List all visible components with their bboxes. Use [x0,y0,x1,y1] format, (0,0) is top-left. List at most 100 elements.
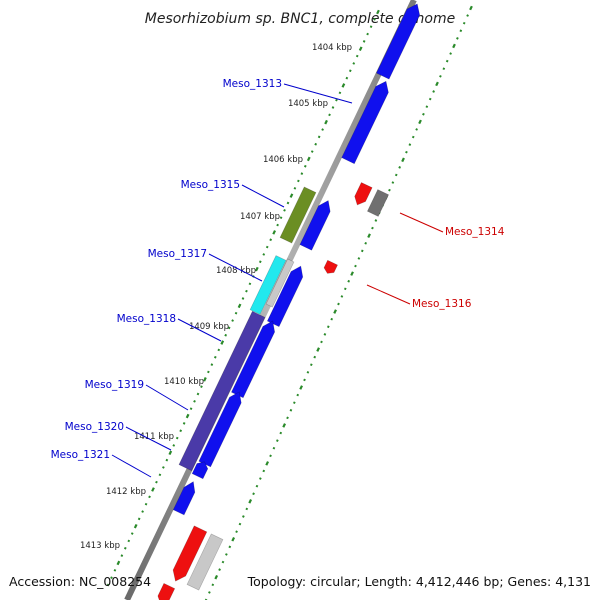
left-rail-tick [158,473,162,477]
left-rail-tick [123,546,127,550]
left-rail-tick [297,179,300,183]
right-rail-tick [259,477,262,480]
left-rail-tick [355,54,359,58]
left-rail-tick [172,444,176,447]
right-rail-tick [231,537,236,542]
gene-reverse-bottom [172,525,208,582]
right-rail-tick [388,188,391,192]
right-rail-tick [245,507,249,511]
right-rail-tick [289,408,293,412]
left-rail-tick [321,128,324,131]
kbp-label: 1404 kbp [312,43,352,53]
left-rail-tick [144,502,148,506]
left-rail-tick [165,458,169,462]
right-rail-tick [391,181,395,184]
right-rail-tick [456,37,459,40]
gene-labels: Meso_1313 Meso_1315 Meso_1317 Meso_1318 Meso… [51,78,505,478]
right-rail-tick [415,128,418,131]
left-rail-tick [141,510,144,513]
gene-label: Meso_1317 [148,248,207,260]
gene-label: Meso_1313 [223,78,282,90]
kbp-label: 1411 kbp [134,432,174,442]
gene-block-grey-bottom [186,533,224,591]
right-rail-tick [218,568,221,571]
right-rail-tick [350,271,354,276]
gene-label-leader [125,426,172,451]
gene-block-grey [265,258,295,308]
left-rail-tick [203,377,207,382]
left-rail-tick [362,40,366,43]
left-rail-tick [210,363,214,366]
kbp-label: 1405 kbp [288,99,328,109]
right-rail-tick [242,515,245,518]
tick-marks [106,5,473,600]
left-rail-tick [148,495,151,499]
right-rail-tick [330,317,334,321]
left-rail-tick [116,560,121,566]
right-rail-tick [279,431,283,435]
gene-meso-1319 [198,391,242,468]
right-rail-tick [235,530,238,534]
right-rail-tick [418,119,422,125]
gene-block-cyan [249,255,287,315]
right-rail-tick [208,591,211,594]
left-rail-tick [196,392,200,396]
left-rail-tick [276,223,279,227]
left-rail-tick [220,340,225,345]
gene-meso-1318 [231,320,275,399]
right-rail-tick [225,553,228,556]
gene-meso-1320 [191,461,209,480]
left-rail-tick [179,429,183,433]
left-rail-tick [348,69,352,73]
left-rail-tick [227,326,231,330]
left-rail-tick [265,245,269,249]
right-rail-tick [374,219,378,222]
left-rail-tick [182,422,186,425]
right-rail-tick [238,522,242,526]
left-rail-tick [113,568,117,572]
accession-label: Accession: NC_008254 [9,574,151,589]
gene-reverse-edge [157,582,176,600]
position-labels: 1404 kbp 1405 kbp 1406 kbp 1407 kbp 1408 kbp… [80,43,352,551]
kbp-label: 1412 kbp [106,487,146,497]
gene-label-leader [399,212,444,233]
left-rail-tick [120,554,124,557]
gene-meso-1321 [172,481,196,516]
topology-label: Topology: circular; Length: 4,412,446 bp… [247,574,591,589]
right-rail-tick [316,347,320,352]
left-rail-tick [345,76,349,80]
left-rail-tick [130,532,134,535]
left-rail-tick [162,466,165,469]
left-rail-tick [127,539,131,543]
right-rail-tick [360,249,364,253]
left-rail-tick [106,583,110,587]
gene-label-leader [177,318,222,342]
right-rail-tick [411,135,415,139]
right-rail-tick [398,166,401,169]
right-rail-tick [272,446,276,450]
left-rail-tick [193,400,196,403]
gene-label: Meso_1320 [65,421,124,433]
gene-label-leader [241,184,285,208]
left-rail-tick [338,91,342,95]
right-rail-tick [323,333,327,336]
left-rail-tick [306,156,311,162]
right-rail-tick [262,469,266,473]
left-rail-tick [254,266,259,272]
right-rail-tick [408,143,412,146]
gene-label: Meso_1319 [85,379,144,391]
left-rail-tick [314,142,318,146]
right-rail-tick [425,105,429,109]
right-rail-tick [459,29,463,33]
left-rail-tick [289,193,294,198]
left-rail-tick [224,333,228,337]
right-rail-tick [466,14,469,17]
right-rail-tick [364,241,368,245]
left-rail-tick [303,164,307,168]
left-rail-tick [217,348,221,352]
gene-label: Meso_1316 [412,298,472,310]
left-rail-tick [248,282,252,286]
left-rail-tick [341,83,346,88]
right-rail-tick [286,416,289,420]
kbp-label: 1409 kbp [189,322,229,332]
